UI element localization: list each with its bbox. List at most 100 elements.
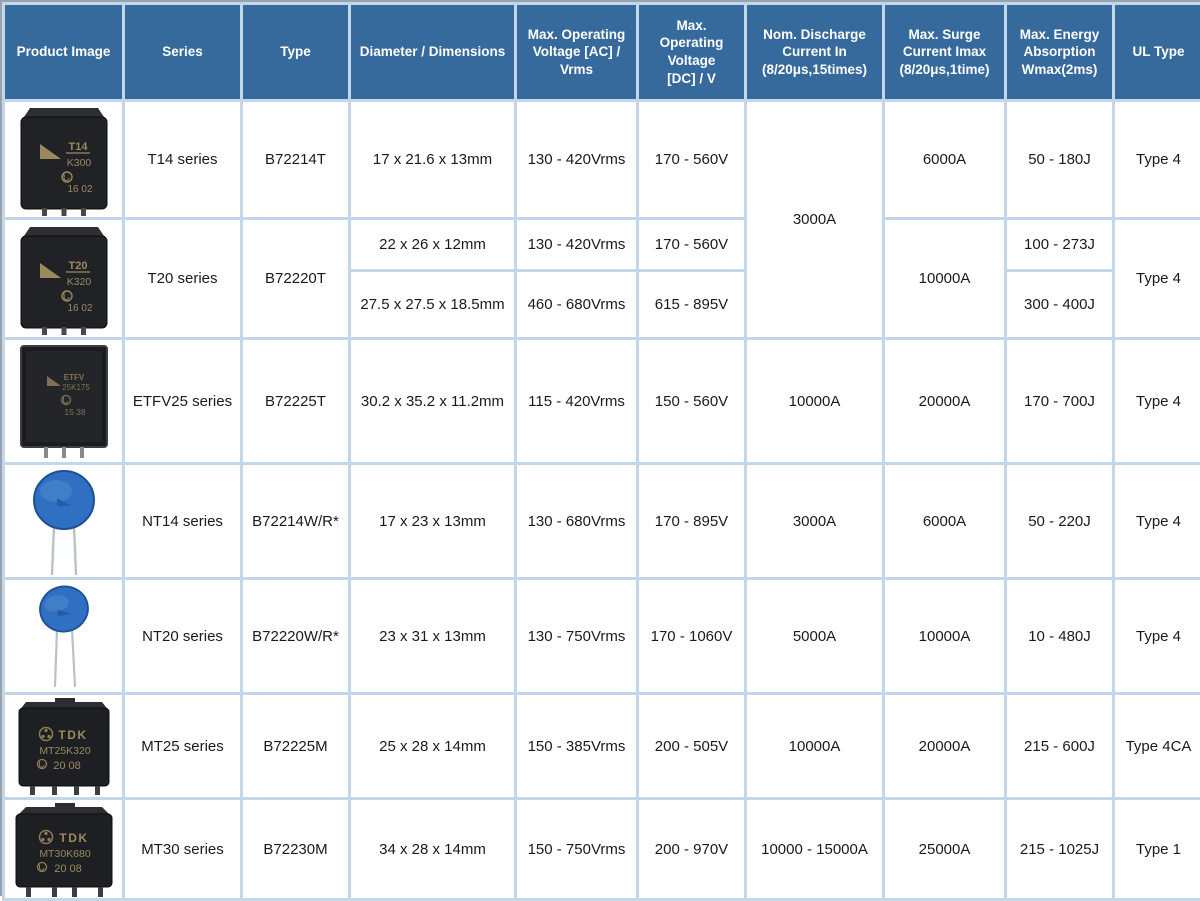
- product-image-t20: T20 K320 16 02: [16, 223, 112, 335]
- cell-mt25-ac: 150 - 385Vrms: [516, 694, 638, 799]
- cell-t20v2-dims: 27.5 x 27.5 x 18.5mm: [350, 271, 516, 339]
- cell-nt14-ul: Type 4: [1114, 464, 1200, 579]
- marking-date: 16 02: [67, 184, 92, 195]
- cell-t14-surge: 6000A: [884, 101, 1006, 219]
- product-image-t14: T14 K300 16 02: [16, 104, 112, 216]
- cell-mt30-discharge: 10000 - 15000A: [746, 799, 884, 900]
- cell-t20v1-dims: 22 x 26 x 12mm: [350, 219, 516, 271]
- cell-t14-dims: 17 x 21.6 x 13mm: [350, 101, 516, 219]
- cell-nt20-energy: 10 - 480J: [1006, 579, 1114, 694]
- marking-code: MT25K320: [39, 745, 91, 757]
- product-image-nt14: [19, 466, 109, 576]
- cell-mt30-dc: 200 - 970V: [638, 799, 746, 900]
- cell-t20-type: B72220T: [242, 219, 350, 339]
- cell-mt25-image: TDK MT25K320 20 08: [4, 694, 124, 799]
- marking-code: K320: [66, 276, 91, 288]
- cell-mt30-surge: 25000A: [884, 799, 1006, 900]
- cell-t14-t20-discharge: 3000A: [746, 101, 884, 339]
- table-row-mt25: TDK MT25K320 20 08 MT25 series B72225M 2…: [4, 694, 1200, 799]
- marking-date: 20 08: [53, 760, 81, 772]
- cell-etfv25-ac: 115 - 420Vrms: [516, 339, 638, 464]
- cell-etfv25-dims: 30.2 x 35.2 x 11.2mm: [350, 339, 516, 464]
- cell-t14-image: T14 K300 16 02: [4, 101, 124, 219]
- header-energy-absorption: Max. Energy Absorption Wmax(2ms): [1006, 4, 1114, 101]
- header-product-image: Product Image: [4, 4, 124, 101]
- cell-mt25-series: MT25 series: [124, 694, 242, 799]
- cell-nt14-energy: 50 - 220J: [1006, 464, 1114, 579]
- cell-etfv25-ul: Type 4: [1114, 339, 1200, 464]
- marking-series: ETFV: [63, 373, 84, 382]
- cell-mt30-ul: Type 1: [1114, 799, 1200, 900]
- cell-t20-ul: Type 4: [1114, 219, 1200, 339]
- cell-etfv25-dc: 150 - 560V: [638, 339, 746, 464]
- cell-mt25-dims: 25 x 28 x 14mm: [350, 694, 516, 799]
- table-row-nt20: NT20 series B72220W/R* 23 x 31 x 13mm 13…: [4, 579, 1200, 694]
- marking-code: K300: [66, 157, 91, 169]
- cell-etfv25-type: B72225T: [242, 339, 350, 464]
- cell-t20-series: T20 series: [124, 219, 242, 339]
- cell-etfv25-series: ETFV25 series: [124, 339, 242, 464]
- header-voltage-ac: Max. Operating Voltage [AC] / Vrms: [516, 4, 638, 101]
- cell-nt20-series: NT20 series: [124, 579, 242, 694]
- cell-nt20-ac: 130 - 750Vrms: [516, 579, 638, 694]
- cell-nt20-dims: 23 x 31 x 13mm: [350, 579, 516, 694]
- marking-series: T14: [68, 141, 88, 153]
- header-voltage-dc: Max. Operating Voltage [DC] / V: [638, 4, 746, 101]
- cell-mt30-image: TDK MT30K680 20 08: [4, 799, 124, 900]
- header-ul-type: UL Type: [1114, 4, 1200, 101]
- cell-t20v1-ac: 130 - 420Vrms: [516, 219, 638, 271]
- cell-etfv25-discharge: 10000A: [746, 339, 884, 464]
- cell-etfv25-image: ETFV 25K175 15 38: [4, 339, 124, 464]
- marking-date: 16 02: [67, 303, 92, 314]
- cell-mt30-dims: 34 x 28 x 14mm: [350, 799, 516, 900]
- cell-nt14-image: [4, 464, 124, 579]
- product-image-mt25: TDK MT25K320 20 08: [15, 696, 113, 796]
- cell-t14-series: T14 series: [124, 101, 242, 219]
- cell-nt20-type: B72220W/R*: [242, 579, 350, 694]
- cell-t20v1-dc: 170 - 560V: [638, 219, 746, 271]
- header-surge-current: Max. Surge Current Imax (8/20μs,1time): [884, 4, 1006, 101]
- marking-code: 25K175: [62, 383, 90, 392]
- header-row: Product Image Series Type Diameter / Dim…: [4, 4, 1200, 101]
- cell-t20-surge: 10000A: [884, 219, 1006, 339]
- cell-mt25-dc: 200 - 505V: [638, 694, 746, 799]
- cell-nt20-dc: 170 - 1060V: [638, 579, 746, 694]
- marking-code: MT30K680: [39, 848, 91, 860]
- cell-nt14-ac: 130 - 680Vrms: [516, 464, 638, 579]
- cell-nt14-type: B72214W/R*: [242, 464, 350, 579]
- table-row-t14: T14 K300 16 02 T14 series B72214T 17 x 2…: [4, 101, 1200, 219]
- cell-nt20-discharge: 5000A: [746, 579, 884, 694]
- cell-t14-type: B72214T: [242, 101, 350, 219]
- cell-nt20-image: [4, 579, 124, 694]
- cell-mt30-type: B72230M: [242, 799, 350, 900]
- cell-mt30-ac: 150 - 750Vrms: [516, 799, 638, 900]
- cell-mt25-type: B72225M: [242, 694, 350, 799]
- cell-nt14-dims: 17 x 23 x 13mm: [350, 464, 516, 579]
- cell-mt30-energy: 215 - 1025J: [1006, 799, 1114, 900]
- cell-mt25-surge: 20000A: [884, 694, 1006, 799]
- header-series: Series: [124, 4, 242, 101]
- cell-t14-ac: 130 - 420Vrms: [516, 101, 638, 219]
- table-row-etfv25: ETFV 25K175 15 38 ETFV25 series B72225T …: [4, 339, 1200, 464]
- marking-date: 20 08: [54, 863, 82, 875]
- cell-t14-energy: 50 - 180J: [1006, 101, 1114, 219]
- cell-t20v2-energy: 300 - 400J: [1006, 271, 1114, 339]
- cell-etfv25-surge: 20000A: [884, 339, 1006, 464]
- cell-t20v2-dc: 615 - 895V: [638, 271, 746, 339]
- product-image-etfv25: ETFV 25K175 15 38: [13, 342, 115, 460]
- cell-t20-image: T20 K320 16 02: [4, 219, 124, 339]
- cell-nt14-dc: 170 - 895V: [638, 464, 746, 579]
- table-row-t20-variant1: T20 K320 16 02 T20 series B72220T 22 x 2…: [4, 219, 1200, 271]
- cell-t14-ul: Type 4: [1114, 101, 1200, 219]
- table-row-mt30: TDK MT30K680 20 08 MT30 series B72230M 3…: [4, 799, 1200, 900]
- header-dimensions: Diameter / Dimensions: [350, 4, 516, 101]
- cell-t20v2-ac: 460 - 680Vrms: [516, 271, 638, 339]
- table-row-nt14: NT14 series B72214W/R* 17 x 23 x 13mm 13…: [4, 464, 1200, 579]
- marking-brand: TDK: [59, 831, 88, 845]
- header-discharge-current: Nom. Discharge Current In (8/20μs,15time…: [746, 4, 884, 101]
- cell-t20v1-energy: 100 - 273J: [1006, 219, 1114, 271]
- cell-mt30-series: MT30 series: [124, 799, 242, 900]
- header-type: Type: [242, 4, 350, 101]
